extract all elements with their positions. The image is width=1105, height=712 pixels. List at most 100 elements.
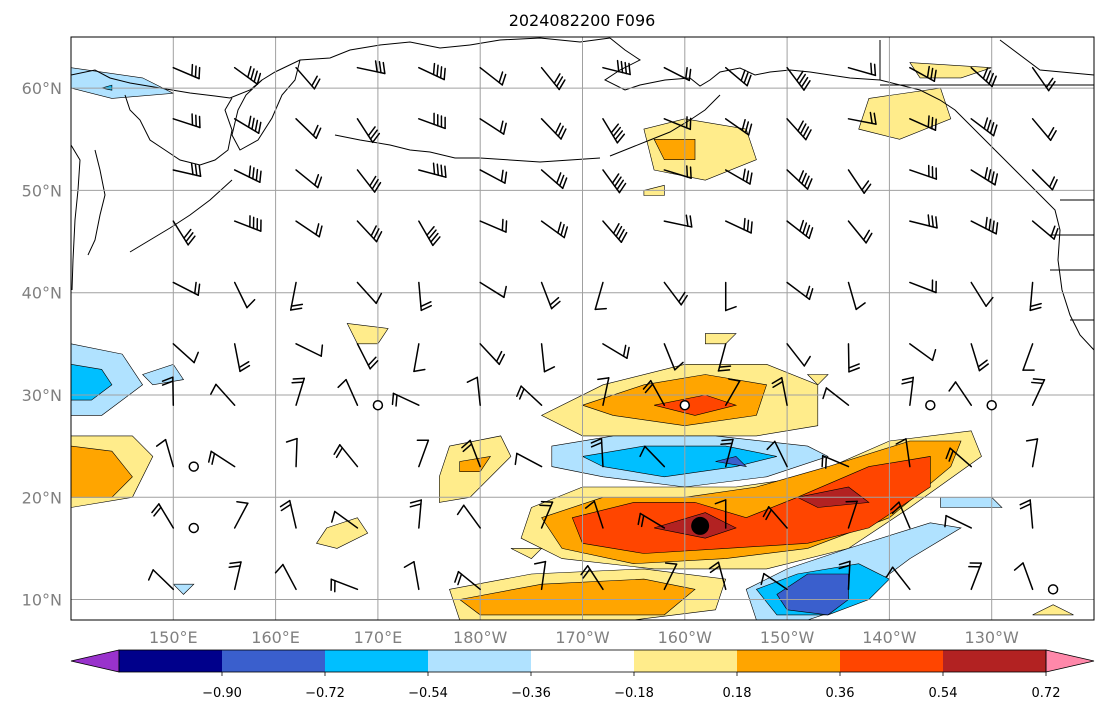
wind-barb: [337, 378, 359, 406]
colorbar-tick-label: 0.54: [929, 686, 958, 701]
wind-barb: [847, 169, 872, 194]
wind-barb: [540, 118, 567, 140]
wind-barb: [663, 214, 693, 228]
wind-barb: [845, 500, 858, 529]
wind-barb: [466, 376, 481, 406]
colorbar-tick-label: 0.72: [1032, 686, 1061, 701]
coastline-alaska-peninsula: [609, 94, 721, 157]
contour-region-2: [654, 394, 738, 416]
wind-barb: [418, 281, 432, 312]
wind-barb: [909, 279, 937, 294]
colorbar-segment: [222, 650, 326, 672]
wind-barb: [403, 560, 420, 591]
wind-barb: [590, 437, 604, 468]
lon-label: 170°W: [555, 628, 610, 647]
lat-label: 10°N: [22, 591, 62, 610]
wind-barb: [602, 220, 628, 243]
wind-barb: [291, 377, 305, 406]
wind-barb: [416, 439, 430, 468]
wind-barb: [356, 220, 383, 243]
wind-barb: [233, 281, 256, 309]
wind-barb: [786, 219, 814, 240]
wind-barb: [717, 343, 732, 372]
wind-barb: [1013, 562, 1034, 591]
wind-barb: [356, 281, 383, 305]
wind-barb: [720, 438, 734, 468]
colorbar-tick-label: −0.72: [305, 686, 345, 701]
coastline-kamchatka-peninsula: [231, 59, 301, 151]
contour-region-37: [1032, 604, 1074, 616]
wind-barb: [786, 66, 811, 91]
calm-circle: [925, 399, 936, 411]
wind-barb: [228, 561, 242, 591]
coastline-north-america-west: [994, 149, 1094, 351]
wind-barb: [1022, 343, 1035, 371]
wind-barb: [970, 343, 989, 372]
wind-barb: [172, 220, 196, 246]
coastline-aleutian-islands: [334, 134, 601, 163]
wind-barb: [479, 343, 506, 366]
contour-fills: [71, 62, 1074, 620]
wind-barb: [418, 62, 446, 81]
wind-barb: [514, 452, 543, 468]
wind-barb: [714, 499, 727, 529]
lat-label: 20°N: [22, 488, 62, 507]
wind-barb: [274, 563, 297, 591]
calm-circle: [1047, 584, 1059, 595]
wind-barb: [533, 560, 547, 591]
wind-barb: [233, 343, 251, 373]
wind-barb: [172, 343, 199, 364]
colorbar-tick-label: 0.36: [826, 686, 855, 701]
wind-barb: [409, 499, 423, 529]
lon-label: 130°W: [965, 628, 1020, 647]
wind-barb: [454, 570, 481, 591]
wind-barb: [766, 440, 788, 468]
contour-region-1: [581, 374, 767, 427]
wind-barb: [895, 438, 911, 468]
wind-barb: [479, 118, 507, 135]
wind-barb: [1031, 118, 1057, 142]
wind-barb: [970, 216, 999, 235]
calm-circle: [188, 522, 200, 534]
wind-barb: [724, 118, 753, 136]
colorbar-segment: [325, 650, 429, 672]
calm-circle: [679, 399, 691, 411]
calm-circle: [188, 461, 200, 472]
wind-barb: [285, 437, 298, 468]
coastline-okhotsk: [124, 94, 233, 166]
wind-barb: [418, 112, 446, 130]
coastline-sakhalin: [87, 149, 106, 256]
wind-barb: [172, 281, 201, 296]
wind-barb: [639, 445, 666, 468]
contour-region-27: [806, 374, 829, 386]
wind-barb: [540, 343, 556, 373]
lon-label: 180°W: [453, 628, 508, 647]
wind-barb: [456, 504, 481, 529]
wind-barb: [944, 514, 972, 529]
wind-barb: [602, 169, 627, 194]
wind-barb: [479, 281, 507, 299]
colorbar-segment: [943, 650, 1047, 672]
wind-barb: [890, 501, 911, 529]
wind-barb: [479, 169, 508, 184]
wind-barb: [708, 561, 727, 591]
coastlines: [71, 37, 1094, 351]
wind-barb: [847, 220, 873, 244]
colorbar-tick-label: 0.18: [723, 686, 752, 701]
wind-barb: [968, 562, 983, 591]
wind-barb: [413, 343, 426, 373]
wind-barb: [172, 113, 201, 129]
wind-barbs: [147, 59, 1059, 593]
contour-region-5: [715, 456, 748, 468]
wind-barb: [391, 392, 420, 407]
wind-barb: [970, 281, 994, 307]
wind-barb: [540, 169, 568, 190]
map-frame: [70, 36, 1095, 621]
wind-barb: [909, 343, 937, 362]
colorbar-tick-label: −0.36: [511, 686, 551, 701]
wind-barb: [295, 220, 323, 238]
contour-region-33: [71, 67, 175, 99]
map-area: [71, 37, 1094, 620]
wind-barb: [602, 118, 626, 144]
